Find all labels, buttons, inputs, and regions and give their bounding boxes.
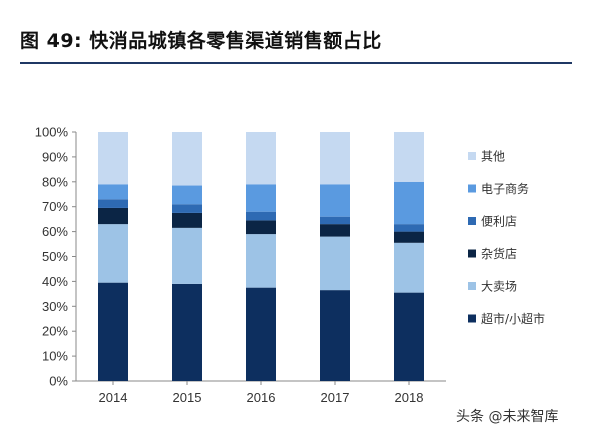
legend-swatch <box>468 314 476 323</box>
x-tick-label: 2017 <box>321 390 350 405</box>
legend-swatch <box>468 184 476 193</box>
legend-swatch <box>468 282 476 290</box>
y-tick-label: 60% <box>42 224 68 239</box>
bar-segment <box>172 212 202 228</box>
chart-title: 图 49: 快消品城镇各零售渠道销售额占比 <box>20 30 382 52</box>
bar-segment <box>98 199 128 208</box>
y-tick-label: 0% <box>49 374 68 389</box>
bar-segment <box>320 184 350 217</box>
x-axis: 2014 2015 2016 2017 2018 <box>99 381 424 405</box>
bar-segment <box>98 184 128 200</box>
y-tick-label: 100% <box>35 125 69 140</box>
title-bar: 图 49: 快消品城镇各零售渠道销售额占比 <box>20 22 572 64</box>
y-tick-label: 80% <box>42 174 68 189</box>
bar-segment <box>394 132 424 182</box>
bar-segment <box>98 132 128 185</box>
legend-label: 大卖场 <box>481 280 517 294</box>
bar-segment <box>320 290 350 381</box>
bar-segment <box>246 287 276 381</box>
legend-swatch <box>468 249 476 258</box>
x-tick-label: 2014 <box>99 390 128 405</box>
bar-segment <box>394 242 424 293</box>
y-tick-label: 50% <box>42 249 68 264</box>
bar-segment <box>394 224 424 232</box>
y-tick-label: 40% <box>42 274 68 289</box>
bar-segment <box>246 220 276 235</box>
bar-segment <box>246 211 276 221</box>
y-tick-label: 10% <box>42 349 68 364</box>
legend-swatch <box>468 152 476 160</box>
x-tick-label: 2018 <box>395 390 424 405</box>
legend-label: 杂货店 <box>481 246 517 261</box>
bar-segment <box>98 282 128 381</box>
bar-segment <box>172 283 202 381</box>
y-axis: 0% 10% 20% 30% 40% 50% 60% 70% 80% 90% 100% <box>35 125 446 389</box>
bar-segment <box>246 132 276 185</box>
bar-segment <box>98 224 128 283</box>
x-tick-label: 2016 <box>247 390 276 405</box>
y-tick-label: 30% <box>42 299 68 314</box>
x-tick-label: 2015 <box>173 390 202 405</box>
bar-segment <box>246 184 276 212</box>
bar-segment <box>172 204 202 213</box>
bar-segment <box>394 231 424 243</box>
watermark-text: 头条 @未来智库 <box>456 409 559 425</box>
legend-label: 便利店 <box>481 215 517 229</box>
legend-swatch <box>468 217 476 225</box>
bar-segment <box>172 227 202 284</box>
legend-label: 电子商务 <box>481 181 529 196</box>
legend-label: 超市/小超市 <box>481 311 545 326</box>
bar-segment <box>320 216 350 225</box>
legend-label: 其他 <box>481 150 505 164</box>
bar-segment <box>320 236 350 291</box>
y-tick-label: 90% <box>42 149 68 164</box>
bar-segment <box>98 207 128 225</box>
bar-segment <box>320 132 350 185</box>
y-tick-label: 20% <box>42 324 68 339</box>
plot-area <box>98 132 424 381</box>
bar-segment <box>246 234 276 288</box>
bar-segment <box>172 132 202 186</box>
bar-segment <box>320 224 350 237</box>
y-tick-label: 70% <box>42 199 68 214</box>
bar-segment <box>172 185 202 205</box>
bar-segment <box>394 181 424 225</box>
bar-segment <box>394 292 424 381</box>
